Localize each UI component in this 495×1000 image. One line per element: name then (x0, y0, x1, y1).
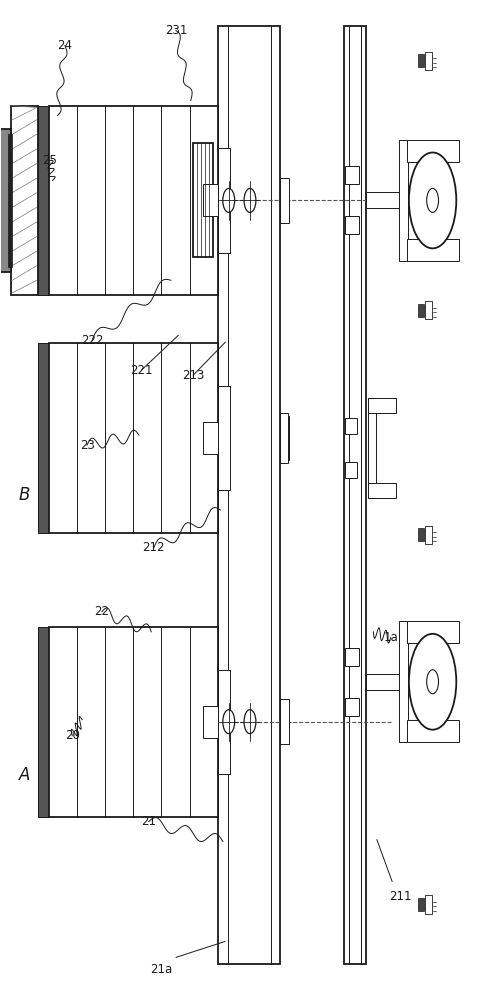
Bar (203, 184, 218, 216)
Circle shape (427, 188, 439, 212)
Bar (368, 398, 376, 498)
Bar (418, 304, 424, 317)
Bar (193, 143, 213, 257)
Bar (368, 398, 396, 413)
Text: 221: 221 (130, 364, 152, 377)
Text: 212: 212 (143, 541, 165, 554)
Bar (203, 422, 218, 454)
Text: B: B (19, 486, 30, 504)
Bar (426, 52, 432, 70)
Bar (49, 627, 218, 817)
Bar (280, 413, 289, 463)
Text: 23: 23 (80, 439, 95, 452)
Bar (345, 418, 357, 434)
Bar (344, 26, 366, 964)
Bar (203, 706, 218, 738)
Bar (218, 386, 230, 490)
Text: A: A (19, 766, 30, 784)
Text: 21: 21 (141, 815, 156, 828)
Circle shape (409, 634, 456, 730)
Text: C: C (19, 261, 30, 279)
Bar (280, 699, 290, 744)
Bar (218, 148, 230, 253)
Circle shape (223, 710, 235, 734)
Text: 25: 25 (43, 154, 57, 167)
Bar (10, 106, 38, 295)
Bar (345, 648, 359, 666)
Bar (218, 670, 230, 774)
Bar (345, 166, 359, 184)
Bar (406, 621, 459, 643)
Text: 213: 213 (182, 369, 204, 382)
Bar (366, 674, 414, 690)
Text: 1a: 1a (383, 631, 398, 644)
Circle shape (427, 670, 439, 694)
Bar (368, 483, 396, 498)
Bar (49, 343, 218, 533)
Bar (218, 26, 280, 964)
Bar (345, 698, 359, 716)
Text: 22: 22 (95, 605, 109, 618)
Text: 222: 222 (81, 334, 103, 347)
Bar (8, 134, 12, 267)
Bar (418, 898, 424, 911)
Bar (406, 140, 459, 162)
Text: 21a: 21a (150, 963, 172, 976)
Bar (426, 301, 432, 319)
Text: 24: 24 (57, 39, 72, 52)
Circle shape (409, 152, 456, 248)
Bar (399, 621, 408, 742)
Circle shape (244, 188, 256, 212)
Bar (406, 239, 459, 261)
Bar (38, 627, 49, 817)
Bar (38, 106, 49, 295)
Bar (38, 343, 49, 533)
Bar (418, 54, 424, 67)
Bar (280, 178, 290, 223)
Text: 231: 231 (165, 24, 187, 37)
Bar (345, 216, 359, 234)
Bar (418, 528, 424, 541)
Circle shape (244, 710, 256, 734)
Text: 20: 20 (65, 729, 80, 742)
Bar (399, 140, 408, 261)
Text: 211: 211 (389, 890, 412, 903)
Bar (366, 192, 414, 208)
Circle shape (223, 188, 235, 212)
Bar (406, 720, 459, 742)
Bar (345, 462, 357, 478)
Bar (280, 416, 290, 460)
Bar (426, 895, 432, 914)
Bar (0, 129, 10, 272)
Bar (49, 106, 218, 295)
Bar (426, 526, 432, 544)
